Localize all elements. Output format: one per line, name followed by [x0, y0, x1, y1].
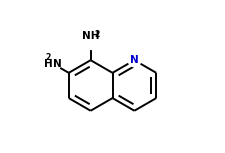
Text: 2: 2 — [46, 53, 51, 62]
Text: 2: 2 — [94, 30, 100, 39]
Text: N: N — [53, 59, 62, 69]
Text: NH: NH — [82, 31, 99, 41]
Text: H: H — [44, 59, 52, 69]
Text: N: N — [130, 55, 139, 65]
